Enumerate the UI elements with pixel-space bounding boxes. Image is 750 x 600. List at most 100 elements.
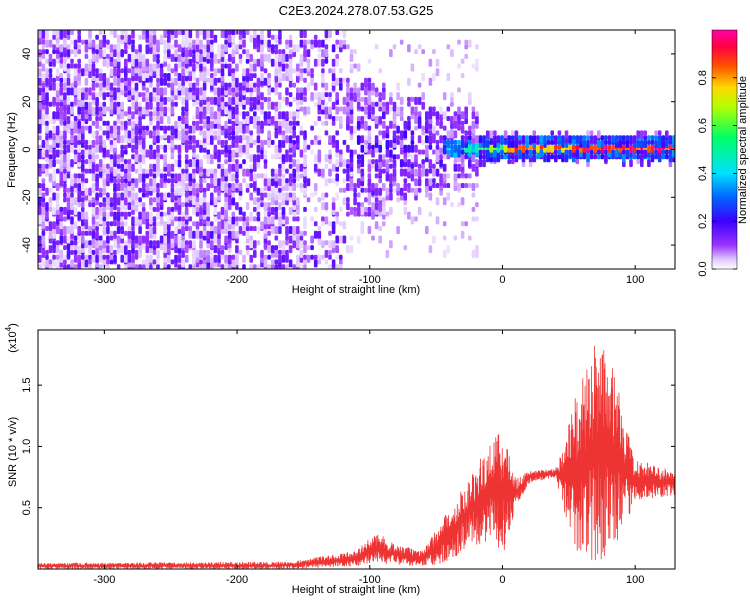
spectrogram-cell [163,154,167,163]
spectrogram-cell [202,30,207,38]
spectrogram-cell [672,149,675,158]
spectrogram-cell [38,168,42,177]
spectrogram-cell [52,139,56,148]
spectrogram-cell [274,130,279,139]
spectrogram-cell [120,226,124,234]
spectrogram-cell [174,120,178,129]
spectrogram-cell [77,73,81,81]
spectrogram-cell [260,221,264,230]
spectrogram-cell [84,63,89,72]
spectrogram-cell [55,106,60,112]
spectrogram-cell [278,216,282,222]
spectrogram-cell [102,240,107,249]
spectrogram-cell [159,178,164,187]
spectrogram-cell [342,106,347,115]
spectrogram-cell [303,130,307,139]
spectrogram-cell [91,39,96,48]
spectrogram-cell [95,230,99,239]
spectrogram-cell [414,216,418,222]
spectrogram-cell [95,82,99,88]
spectrogram-cell [124,49,128,55]
spectrogram-cell [152,87,157,93]
spectrogram-cell [149,30,153,35]
spectrogram-cell [353,82,357,88]
spectrogram-cell [403,168,408,177]
spectrogram-cell [177,173,182,182]
spectrogram-cell [163,245,167,254]
spectrogram-cell [41,206,46,215]
spectrogram-cell [63,149,67,155]
spectrogram-cell [564,149,569,155]
spectrogram-cell [410,96,415,102]
spectrogram-cell [102,211,107,217]
spectrogram-cell [292,82,296,88]
spectrogram-cell [435,111,440,120]
spectrogram-cell [116,34,121,43]
spectrogram-cell [403,130,408,139]
spectrogram-cell [256,264,261,269]
spectrogram-cell [184,130,189,136]
spectrogram-cell [131,192,135,201]
spectrogram-cell [120,183,124,191]
spectrogram-cell [145,211,150,220]
spectrogram-cell [73,197,78,206]
spectrogram-cell [174,159,178,168]
spectrogram-cell [131,144,135,153]
spectrogram-cell [256,116,261,121]
spectrogram-cell [270,44,275,53]
spectrogram-cell [120,120,124,126]
spectrogram-cell [213,216,218,222]
spectrogram-cell [360,202,365,208]
spectrogram-cell [299,68,304,74]
spectrogram-cell [91,197,96,203]
spectrogram-cell [192,63,196,72]
spectrogram-cell [432,73,436,81]
spectrogram-cell [321,120,325,126]
x-tick-label: 100 [626,574,644,586]
spectrogram-cell [95,154,99,160]
spectrogram-cell [141,168,146,174]
spectrogram-cell [181,106,185,112]
spectrogram-cell [210,226,214,231]
spectrogram-cell [281,53,286,62]
colorbar-gradient [712,30,737,269]
spectrogram-cell [589,130,594,136]
spectrogram-cell [41,235,46,244]
spectrogram-cell [113,58,117,67]
spectrogram-cell [156,87,160,96]
spectrogram-cell [131,178,135,184]
spectrogram-cell [389,206,393,215]
spectrogram-cell [131,58,135,67]
spectrogram-cell [270,178,275,187]
spectrogram-cell [554,154,558,163]
spectrogram-cell [95,116,99,121]
spectrogram-cell [38,144,42,150]
spectrogram-cell [238,206,243,215]
spectrogram-cell [514,154,519,163]
spectrogram-cell [156,53,160,59]
spectrogram-cell [177,63,182,69]
spectrogram-cell [45,120,49,126]
spectrogram-cell [324,106,329,115]
spectrogram-cell [299,106,304,112]
spectrogram-cell [414,168,418,177]
spectrogram-cell [98,245,103,251]
spectrogram-cell [106,120,110,126]
spectrogram-cell [371,163,375,169]
spectrogram-cell [245,49,250,58]
spectrogram-cell [299,187,304,193]
spectrogram-cell [124,58,128,67]
spectrogram-cell [91,206,96,215]
spectrogram-cell [496,135,501,144]
spectrogram-cell [328,106,332,115]
spectrogram-cell [550,130,554,136]
spectrogram-cell [88,101,92,110]
spectrogram-cell [41,73,46,81]
spectrogram-cell [604,154,608,163]
spectrogram-cell [170,53,175,62]
spectrogram-cell [184,87,189,96]
spectrogram-cell [528,149,533,158]
spectrogram-cell [181,116,185,124]
spectrogram-cell [346,202,350,211]
spectrogram-cell [238,34,243,40]
